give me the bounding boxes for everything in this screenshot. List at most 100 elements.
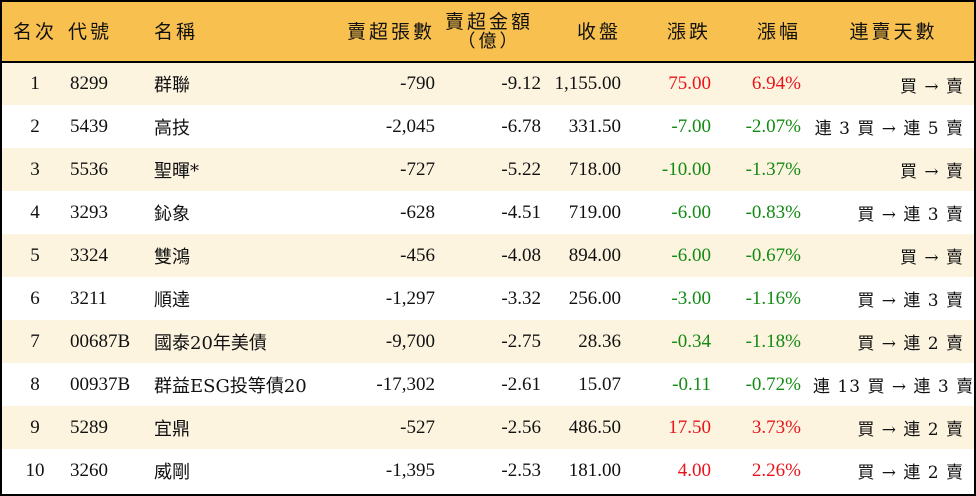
sell-streak-cell: 買 → 連 3 賣	[857, 291, 964, 311]
table-row[interactable]: 5 3324 雙鴻 -456 -4.08 894.00 -6.00 -0.67%…	[2, 234, 974, 277]
code-cell[interactable]: 3211	[70, 287, 108, 309]
close-price-cell: 15.07	[578, 373, 621, 395]
price-change-cell: 17.50	[668, 416, 711, 438]
table-row[interactable]: 8 00937B 群益ESG投等債20 -17,302 -2.61 15.07 …	[2, 363, 974, 406]
header-net-sell-shares[interactable]: 賣超張數	[346, 20, 435, 43]
header-close[interactable]: 收盤	[576, 20, 621, 43]
name-cell[interactable]: 鈊象	[154, 203, 190, 225]
rank-cell: 6	[30, 287, 40, 309]
net-sell-amount-cell: -9.12	[501, 73, 541, 94]
change-pct-cell: 6.94%	[751, 73, 801, 94]
rank-cell: 7	[30, 330, 40, 352]
close-price-cell: 181.00	[568, 459, 621, 481]
header-net-sell-amount[interactable]: 賣超金額 （億）	[437, 2, 541, 62]
rank-cell: 2	[30, 115, 40, 137]
net-sell-amount-cell: -3.32	[501, 287, 541, 309]
close-price-cell: 719.00	[568, 201, 621, 223]
change-pct-cell: -2.07%	[745, 115, 801, 137]
price-change-cell: -6.00	[671, 244, 711, 266]
sell-streak-cell: 連 13 買 → 連 3 賣	[813, 377, 975, 397]
name-cell[interactable]: 國泰20年美債	[154, 332, 267, 354]
table-row[interactable]: 2 5439 高技 -2,045 -6.78 331.50 -7.00 -2.0…	[2, 105, 974, 148]
rank-cell: 4	[30, 201, 40, 223]
header-net-sell-amount-unit: （億）	[457, 30, 521, 52]
table-row[interactable]: 3 5536 聖暉* -727 -5.22 718.00 -10.00 -1.3…	[2, 148, 974, 191]
code-cell[interactable]: 5536	[70, 158, 108, 180]
change-pct-cell: -1.37%	[745, 158, 801, 180]
sell-streak-cell: 買 → 連 2 賣	[857, 463, 964, 483]
net-sell-shares-cell: -1,395	[385, 459, 435, 481]
header-name[interactable]: 名稱	[154, 20, 199, 43]
rank-cell: 10	[25, 459, 45, 481]
code-cell[interactable]: 00687B	[70, 330, 131, 352]
header-code[interactable]: 代號	[68, 20, 113, 43]
table-row[interactable]: 7 00687B 國泰20年美債 -9,700 -2.75 28.36 -0.3…	[2, 320, 974, 363]
sell-streak-cell: 買 → 連 2 賣	[857, 420, 964, 440]
header-change[interactable]: 漲跌	[666, 20, 711, 43]
table-row[interactable]: 6 3211 順達 -1,297 -3.32 256.00 -3.00 -1.1…	[2, 277, 974, 320]
net-sell-shares-cell: -456	[400, 244, 435, 266]
name-cell[interactable]: 雙鴻	[154, 246, 190, 268]
net-sell-shares-cell: -17,302	[376, 373, 435, 395]
price-change-cell: -0.11	[672, 373, 711, 395]
net-sell-shares-cell: -9,700	[385, 330, 435, 352]
net-sell-amount-cell: -4.51	[501, 201, 541, 223]
name-cell[interactable]: 宜鼎	[154, 418, 190, 440]
table-row[interactable]: 1 8299 群聯 -790 -9.12 1,155.00 75.00 6.94…	[2, 62, 974, 105]
sell-streak-cell: 買 → 賣	[899, 162, 964, 182]
net-sell-shares-cell: -790	[400, 73, 435, 94]
header-streak[interactable]: 連賣天數	[849, 20, 938, 43]
name-cell[interactable]: 高技	[154, 117, 190, 139]
net-sell-amount-cell: -2.53	[501, 459, 541, 481]
price-change-cell: 4.00	[677, 459, 711, 481]
close-price-cell: 1,155.00	[554, 73, 622, 94]
sell-streak-cell: 買 → 連 2 賣	[857, 334, 964, 354]
name-cell[interactable]: 順達	[154, 289, 190, 311]
sell-streak-cell: 買 → 賣	[899, 76, 964, 97]
code-cell[interactable]: 3293	[70, 201, 108, 223]
code-cell[interactable]: 3260	[70, 459, 108, 481]
code-cell[interactable]: 5289	[70, 416, 108, 438]
table-row[interactable]: 4 3293 鈊象 -628 -4.51 719.00 -6.00 -0.83%…	[2, 191, 974, 234]
rank-cell: 3	[30, 158, 40, 180]
code-cell[interactable]: 00937B	[70, 373, 131, 395]
close-price-cell: 256.00	[568, 287, 621, 309]
close-price-cell: 486.50	[568, 416, 621, 438]
net-sell-amount-cell: -2.61	[501, 373, 541, 395]
header-rank[interactable]: 名次	[12, 20, 57, 43]
name-cell[interactable]: 群益ESG投等債20	[154, 375, 307, 397]
header-net-sell-amount-title: 賣超金額	[444, 10, 533, 33]
header-change-pct[interactable]: 漲幅	[756, 20, 801, 43]
name-cell[interactable]: 聖暉*	[154, 160, 199, 182]
name-cell[interactable]: 威剛	[154, 461, 190, 483]
sell-streak-cell: 連 3 買 → 連 5 賣	[814, 119, 964, 139]
net-sell-shares-cell: -1,297	[385, 287, 435, 309]
close-price-cell: 718.00	[568, 158, 621, 180]
price-change-cell: 75.00	[668, 73, 711, 94]
table-row[interactable]: 10 3260 威剛 -1,395 -2.53 181.00 4.00 2.26…	[2, 449, 974, 492]
code-cell[interactable]: 5439	[70, 115, 108, 137]
name-cell[interactable]: 群聯	[154, 75, 190, 96]
table-row[interactable]: 9 5289 宜鼎 -527 -2.56 486.50 17.50 3.73% …	[2, 406, 974, 449]
net-sell-amount-cell: -4.08	[501, 244, 541, 266]
net-sell-amount-cell: -6.78	[501, 115, 541, 137]
change-pct-cell: -0.72%	[745, 373, 801, 395]
net-sell-shares-cell: -527	[400, 416, 435, 438]
price-change-cell: -7.00	[671, 115, 711, 137]
net-sell-amount-cell: -5.22	[501, 158, 541, 180]
change-pct-cell: -1.18%	[745, 330, 801, 352]
sell-streak-cell: 買 → 賣	[899, 248, 964, 268]
change-pct-cell: 3.73%	[751, 416, 801, 438]
close-price-cell: 894.00	[568, 244, 621, 266]
net-sell-shares-cell: -727	[400, 158, 435, 180]
code-cell[interactable]: 3324	[70, 244, 108, 266]
rank-cell: 5	[30, 244, 40, 266]
price-change-cell: -10.00	[661, 158, 711, 180]
change-pct-cell: -0.67%	[745, 244, 801, 266]
close-price-cell: 28.36	[578, 330, 621, 352]
table-body: 1 8299 群聯 -790 -9.12 1,155.00 75.00 6.94…	[2, 62, 974, 492]
code-cell[interactable]: 8299	[70, 73, 108, 94]
net-sell-amount-cell: -2.75	[501, 330, 541, 352]
